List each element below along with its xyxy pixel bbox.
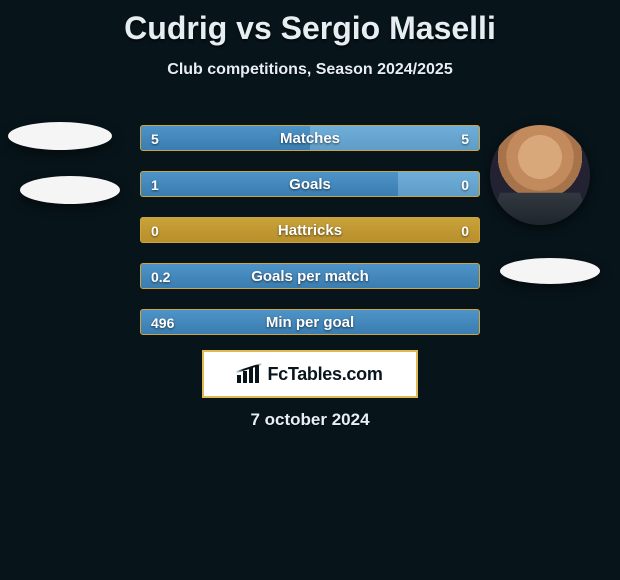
player-right-shadow-oval <box>500 258 600 284</box>
stat-row: 496Min per goal <box>140 309 480 335</box>
badge-text: FcTables.com <box>267 364 382 385</box>
stat-rows: 55Matches 10Goals 00Hattricks 0.2Goals per … <box>140 125 480 355</box>
stat-row-label: Goals <box>141 172 479 196</box>
player-left-avatar-oval <box>8 122 112 150</box>
stat-row-label: Matches <box>141 126 479 150</box>
stat-row: 00Hattricks <box>140 217 480 243</box>
comparison-date: 7 october 2024 <box>0 410 620 430</box>
comparison-title: Cudrig vs Sergio Maselli <box>0 0 620 47</box>
fctables-badge[interactable]: FcTables.com <box>202 350 418 398</box>
player-left-name: Cudrig <box>124 10 227 46</box>
stat-row-label: Min per goal <box>141 310 479 334</box>
stat-row: 10Goals <box>140 171 480 197</box>
player-left-shadow-oval <box>20 176 120 204</box>
stat-row-label: Hattricks <box>141 218 479 242</box>
stat-row-label: Goals per match <box>141 264 479 288</box>
player-right-name: Sergio Maselli <box>281 10 496 46</box>
comparison-subtitle: Club competitions, Season 2024/2025 <box>0 61 620 79</box>
vs-word: vs <box>236 10 272 46</box>
stat-row: 55Matches <box>140 125 480 151</box>
player-right-avatar <box>490 125 590 225</box>
stat-row: 0.2Goals per match <box>140 263 480 289</box>
bar-chart-icon <box>237 365 261 383</box>
